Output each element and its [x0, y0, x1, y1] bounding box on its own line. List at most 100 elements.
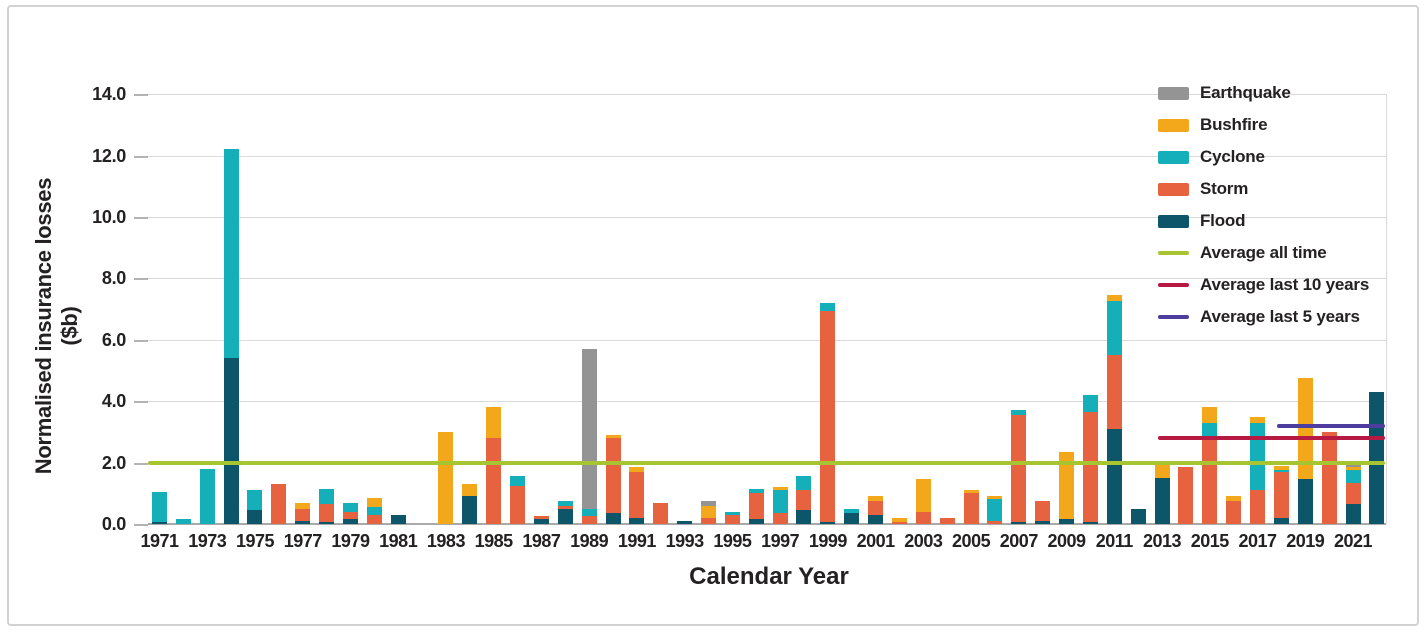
bar-segment-1981-flood	[390, 514, 406, 524]
x-tick-label: 2019	[1286, 531, 1325, 551]
bar-segment-1999-flood	[820, 522, 836, 524]
bar-segment-1991-storm	[629, 471, 645, 518]
legend-item: Flood	[1158, 205, 1369, 237]
bushfire-swatch-icon	[1158, 118, 1189, 132]
bar-segment-1985-storm	[486, 438, 502, 524]
legend-item: Average last 10 years	[1158, 269, 1369, 301]
bar-segment-2007-flood	[1011, 522, 1027, 524]
bar-segment-2010-storm	[1082, 411, 1098, 523]
bar-segment-2001-storm	[868, 500, 884, 515]
x-tick-label: 2017	[1238, 531, 1277, 551]
bar-segment-1996-cyclone	[748, 488, 764, 494]
x-tick-label: 2007	[999, 531, 1039, 551]
y-tick-label: 12.0	[92, 145, 126, 166]
y-tick-mark	[134, 94, 148, 97]
bar-segment-2000-flood	[844, 513, 860, 524]
bar-segment-1971-cyclone	[152, 491, 167, 523]
bar-segment-2010-flood	[1082, 522, 1098, 524]
bar-segment-2005-bushfire	[963, 490, 979, 494]
bar-segment-2001-flood	[868, 514, 884, 524]
bar-segment-1997-cyclone	[772, 490, 788, 514]
bar-segment-1974-flood	[223, 358, 239, 524]
bar-segment-2009-bushfire	[1059, 451, 1075, 520]
bar-segment-1999-cyclone	[820, 302, 836, 311]
bar-segment-1971-flood	[152, 522, 167, 524]
bar-segment-1988-flood	[557, 508, 573, 524]
bar-segment-2000-cyclone	[844, 508, 860, 514]
bar-segment-1980-storm	[366, 514, 382, 524]
bar-segment-2005-storm	[963, 493, 979, 524]
y-tick-label: 6.0	[101, 329, 126, 350]
x-tick-label: 1989	[570, 531, 609, 551]
bar-segment-2001-bushfire	[868, 496, 884, 501]
gridline	[148, 94, 1386, 96]
x-tick-label: 1975	[235, 531, 275, 551]
bar-segment-1972-cyclone	[175, 519, 191, 524]
bar-segment-2011-flood	[1106, 428, 1122, 524]
y-tick-label: 2.0	[101, 452, 126, 473]
flood-swatch-icon	[1158, 214, 1189, 228]
x-tick-label: 2001	[856, 531, 896, 551]
y-tick-mark	[134, 155, 148, 158]
bar-segment-2006-storm	[987, 520, 1003, 524]
y-tick-label: 0.0	[101, 514, 126, 534]
bar-segment-1977-bushfire	[295, 502, 311, 509]
bar-segment-1994-earthquake	[701, 500, 716, 506]
bar-segment-1989-cyclone	[581, 508, 597, 517]
bar-segment-2009-flood	[1059, 519, 1075, 524]
x-tick-label: 1977	[283, 531, 323, 551]
gridline	[148, 278, 1386, 280]
legend-label: Storm	[1200, 179, 1249, 198]
x-tick-label: 1979	[331, 531, 370, 551]
x-tick-label: 2003	[904, 531, 943, 551]
y-axis-title: Normalised insurance losses ($b)	[31, 177, 82, 475]
legend-label: Flood	[1200, 211, 1246, 230]
average-line-swatch-icon	[1158, 315, 1189, 319]
x-tick-label: 1973	[188, 531, 227, 551]
bar-segment-2011-bushfire	[1106, 295, 1122, 302]
bar-segment-1974-cyclone	[223, 149, 239, 359]
bar-segment-1986-storm	[510, 485, 526, 524]
cyclone-swatch-icon	[1158, 150, 1189, 164]
bar-segment-1992-storm	[653, 502, 669, 524]
reference-line-average-all-time	[148, 460, 1385, 465]
bar-segment-2018-flood	[1273, 517, 1289, 524]
bar-segment-2019-bushfire	[1297, 378, 1313, 480]
bar-segment-1978-storm	[319, 504, 335, 523]
bar-segment-1975-flood	[247, 510, 263, 524]
bar-segment-2004-storm	[939, 517, 955, 524]
bar-segment-2016-storm	[1226, 500, 1242, 524]
y-tick-label: 10.0	[92, 207, 126, 227]
bar-segment-1991-flood	[629, 517, 645, 524]
x-tick-label: 1987	[522, 531, 561, 551]
bar-segment-2016-bushfire	[1226, 496, 1242, 501]
bar-segment-1976-storm	[271, 484, 287, 524]
y-tick-label: 14.0	[92, 84, 126, 105]
plot-right-border	[1386, 94, 1387, 524]
bar-segment-2015-bushfire	[1202, 407, 1218, 423]
y-tick-mark	[134, 278, 148, 281]
bar-segment-2021-storm	[1345, 482, 1361, 505]
bar-segment-2021-earthquake	[1345, 464, 1361, 468]
average-line-swatch-icon	[1158, 251, 1189, 255]
bar-segment-1997-storm	[772, 513, 788, 524]
bar-segment-1994-bushfire	[701, 505, 716, 518]
x-axis-line	[148, 523, 1386, 525]
legend-label: Average last 5 years	[1200, 307, 1360, 326]
x-tick-label: 1993	[665, 531, 705, 551]
x-tick-label: 1995	[713, 531, 752, 551]
bar-segment-1990-storm	[605, 438, 621, 514]
bar-segment-2015-storm	[1202, 439, 1218, 524]
reference-line-average-last-5-years	[1277, 423, 1385, 428]
bar-segment-2002-storm	[891, 522, 907, 524]
legend-label: Earthquake	[1200, 83, 1291, 102]
y-tick-mark	[134, 524, 148, 526]
bar-segment-1999-storm	[820, 310, 836, 523]
bar-segment-1979-cyclone	[342, 502, 358, 512]
bar-segment-1979-storm	[342, 511, 358, 520]
bar-segment-1973-cyclone	[199, 468, 215, 524]
bar-segment-2017-bushfire	[1250, 416, 1266, 423]
storm-swatch-icon	[1158, 182, 1189, 196]
bar-segment-2019-flood	[1297, 479, 1313, 524]
legend-label: Average all time	[1200, 243, 1327, 262]
